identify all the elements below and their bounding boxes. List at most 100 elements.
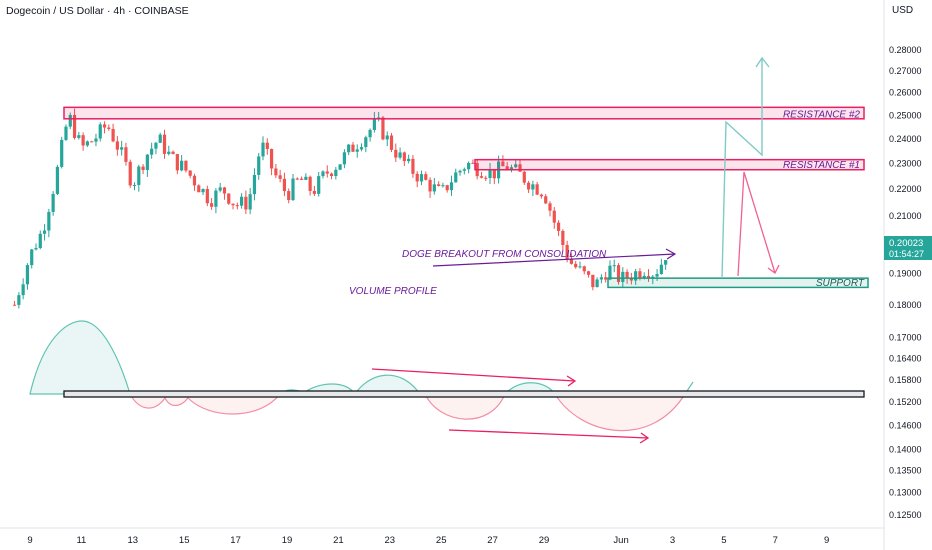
candle-body (265, 142, 269, 150)
candle-body (287, 191, 291, 201)
candle-body (561, 230, 565, 245)
current-price: 0.20023 (889, 238, 923, 249)
date-tick-label: 21 (333, 535, 344, 546)
candle-body (492, 169, 496, 179)
time-axis[interactable]: 9 11 13 15 17 19 21 23 25 27 29 Jun 3 5 7 9 (27, 535, 829, 546)
candle-body (175, 154, 179, 171)
candle-body (269, 149, 274, 169)
projection-up (721, 56, 770, 279)
price-tick-label: 0.21000 (889, 211, 922, 221)
date-tick-label: 19 (282, 535, 293, 546)
projection-down (737, 171, 780, 277)
candle-body (578, 266, 582, 268)
candle-body (347, 144, 351, 153)
candle-body (210, 203, 214, 207)
candle-body (586, 271, 591, 275)
candle-body (55, 166, 60, 194)
candle-body (398, 152, 402, 158)
date-tick-label: 23 (385, 535, 396, 546)
candle-body (90, 141, 94, 143)
candle-body (162, 134, 167, 154)
price-tick-label: 0.15200 (889, 397, 922, 407)
candle-body (394, 149, 398, 158)
candle-body (201, 189, 205, 193)
candle-body (548, 203, 552, 211)
candle-body (167, 151, 171, 154)
candle-body (642, 275, 646, 278)
candle-body (381, 117, 385, 140)
bar-countdown: 01:54:27 (889, 249, 924, 259)
date-tick-label: 15 (179, 535, 190, 546)
candle-body (437, 184, 441, 186)
candle-body (659, 264, 663, 275)
candle-body (458, 170, 462, 173)
candle-body (205, 189, 209, 204)
candle-body (312, 190, 317, 194)
candle-body (552, 210, 556, 223)
candle-body (252, 174, 257, 195)
volume-profile-annotation: VOLUME PROFILE (349, 286, 437, 297)
candle-body (616, 265, 621, 282)
date-tick-label: 17 (230, 535, 241, 546)
candle-body (526, 182, 531, 190)
candle-body (158, 134, 162, 143)
candle-body (192, 175, 197, 186)
candle-body (295, 178, 299, 180)
volume-profile-fill-up (29, 320, 131, 395)
candle-body (334, 169, 338, 177)
candle-body (441, 185, 445, 187)
candle-body (407, 158, 411, 162)
price-tick-label: 0.13500 (889, 466, 922, 476)
breakout-arrow (432, 248, 677, 267)
candle-body (385, 135, 389, 140)
level-zone (63, 106, 865, 120)
candle-body (291, 178, 295, 201)
candle-body (184, 160, 188, 171)
candle-body (574, 263, 578, 268)
candle-body (325, 171, 329, 174)
level-label: SUPPORT (816, 278, 865, 289)
candle-body (115, 141, 119, 150)
candle-body (317, 176, 321, 194)
candle-body (389, 135, 394, 150)
candle-body (651, 276, 655, 278)
candle-body (94, 138, 98, 142)
candle-body (235, 205, 239, 207)
candle-body (544, 196, 548, 204)
candle-body (505, 166, 509, 171)
candle-body (274, 168, 278, 176)
date-tick-label: 13 (128, 535, 139, 546)
candle-body (595, 279, 599, 288)
candle-body (402, 152, 406, 162)
volume-profile-fill-down-3 (553, 393, 687, 432)
price-tick-label: 0.19000 (889, 269, 922, 279)
candle-body (604, 277, 608, 280)
candle-body (522, 171, 526, 183)
level-label: RESISTANCE #1 (783, 160, 860, 171)
price-tick-label: 0.28000 (889, 45, 922, 55)
candle-body (582, 266, 586, 272)
level-label: RESISTANCE #2 (783, 109, 860, 120)
candle-body (518, 164, 522, 172)
currency-label[interactable]: USD (892, 5, 914, 16)
candle-body (462, 169, 466, 171)
candle-body (531, 184, 535, 190)
date-tick-label: Jun (613, 535, 628, 546)
candle-body (428, 179, 432, 192)
candle-body (261, 142, 265, 157)
candle-body (638, 271, 642, 278)
candle-body (424, 174, 428, 180)
price-axis[interactable]: 0.28000 0.27000 0.26000 0.25000 0.24000 0.230… (889, 45, 922, 520)
candle-body (454, 172, 458, 183)
candlestick-series (12, 108, 668, 309)
candle-body (304, 176, 308, 180)
candle-body (321, 171, 325, 177)
candle-body (629, 278, 633, 281)
candle-body (471, 162, 475, 164)
candle-body (355, 149, 359, 152)
candle-body (479, 176, 484, 178)
price-tick-label: 0.25000 (889, 110, 922, 120)
candle-body (21, 284, 25, 296)
candle-body (368, 129, 372, 138)
